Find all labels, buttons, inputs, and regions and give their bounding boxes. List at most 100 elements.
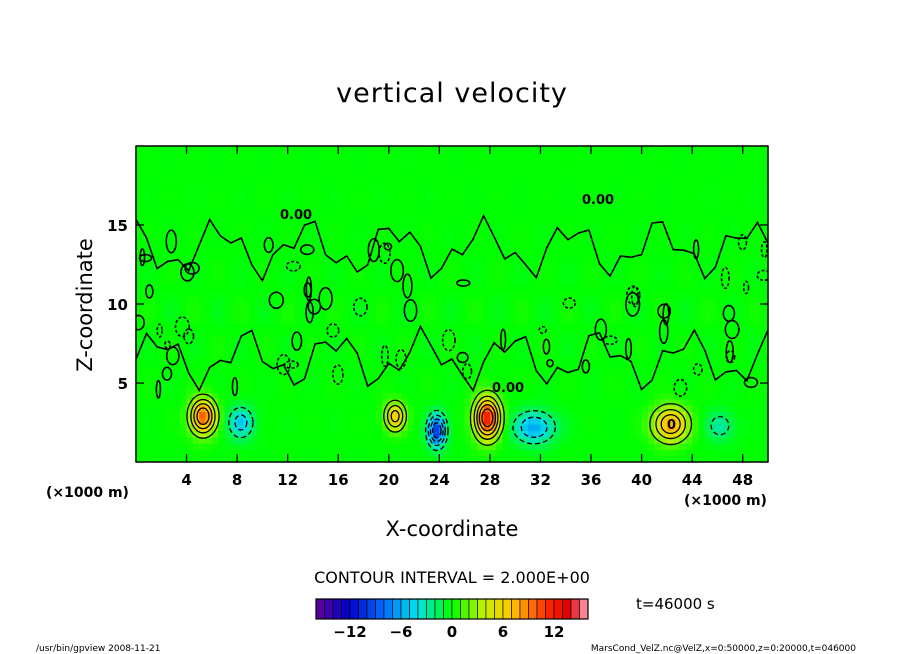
heatmap-cell xyxy=(730,285,737,292)
heatmap-cell xyxy=(224,272,232,280)
heatmap-cell xyxy=(388,310,396,318)
heatmap-cell xyxy=(546,247,554,255)
heatmap-cell xyxy=(363,234,371,242)
heatmap-cell xyxy=(565,392,573,400)
heatmap-cell xyxy=(458,177,466,185)
heatmap-cell xyxy=(230,190,238,198)
heatmap-cell xyxy=(584,411,592,419)
heatmap-cell xyxy=(742,341,750,349)
heatmap-cell xyxy=(470,335,478,343)
heatmap-cell xyxy=(445,329,453,337)
heatmap-cell xyxy=(331,449,339,457)
heatmap-cell xyxy=(433,291,440,299)
heatmap-cell xyxy=(603,316,611,324)
heatmap-cell xyxy=(382,455,390,462)
heatmap-cell xyxy=(357,367,365,375)
heatmap-cell xyxy=(338,285,346,292)
heatmap-cell xyxy=(338,430,346,438)
heatmap-cell xyxy=(685,228,693,236)
heatmap-cell xyxy=(742,386,750,394)
heatmap-cell xyxy=(616,310,624,318)
heatmap-cell xyxy=(527,240,535,248)
heatmap-cell xyxy=(180,234,188,242)
heatmap-cell xyxy=(161,183,169,191)
heatmap-cell xyxy=(357,240,365,248)
heatmap-cell xyxy=(376,259,384,267)
heatmap-cell xyxy=(489,183,497,191)
heatmap-cell xyxy=(199,183,207,191)
heatmap-cell xyxy=(559,291,567,299)
heatmap-cell xyxy=(685,164,693,172)
heatmap-cell xyxy=(388,234,396,242)
heatmap-cell xyxy=(281,183,289,191)
heatmap-cell xyxy=(363,259,371,267)
heatmap-cell xyxy=(306,455,314,462)
heatmap-cell xyxy=(407,411,415,419)
heatmap-cell xyxy=(452,221,459,229)
heatmap-cell xyxy=(692,240,700,248)
heatmap-cell xyxy=(344,424,352,431)
heatmap-cell xyxy=(369,266,377,273)
heatmap-cell xyxy=(407,392,415,400)
heatmap-cell xyxy=(275,443,282,450)
heatmap-cell xyxy=(420,158,428,166)
heatmap-cell xyxy=(515,177,523,185)
heatmap-cell xyxy=(565,430,573,438)
heatmap-cell xyxy=(262,373,270,381)
heatmap-cell xyxy=(439,146,447,153)
heatmap-cell xyxy=(742,455,750,462)
heatmap-cell xyxy=(452,259,459,267)
heatmap-cell xyxy=(502,196,510,204)
heatmap-cell xyxy=(496,329,504,337)
heatmap-cell xyxy=(540,190,548,198)
heatmap-cell xyxy=(237,430,245,438)
heatmap-cell xyxy=(628,455,636,462)
heatmap-cell xyxy=(610,285,617,292)
heatmap-cell xyxy=(363,297,371,305)
heatmap-cell xyxy=(591,183,598,191)
heatmap-cell xyxy=(325,398,333,406)
heatmap-cell xyxy=(723,386,731,394)
heatmap-cell xyxy=(603,310,611,318)
heatmap-cell xyxy=(521,272,529,280)
heatmap-cell xyxy=(420,234,428,242)
heatmap-cell xyxy=(464,177,472,185)
heatmap-cell xyxy=(205,228,213,236)
heatmap-cell xyxy=(572,329,579,337)
heatmap-cell xyxy=(685,259,693,267)
heatmap-cell xyxy=(515,386,523,394)
heatmap-cell xyxy=(685,152,693,160)
heatmap-cell xyxy=(401,392,409,400)
heatmap-cell xyxy=(647,266,655,273)
heatmap-cell xyxy=(199,253,207,261)
heatmap-cell xyxy=(591,455,598,462)
heatmap-cell xyxy=(584,455,592,462)
heatmap-cell xyxy=(723,443,731,450)
heatmap-cell xyxy=(483,202,491,210)
heatmap-cell xyxy=(376,234,384,242)
heatmap-cell xyxy=(711,190,719,198)
heatmap-cell xyxy=(673,278,681,286)
heatmap-cell xyxy=(527,430,535,438)
heatmap-cell xyxy=(312,196,320,204)
heatmap-cell xyxy=(180,266,188,273)
heatmap-cell xyxy=(357,215,365,223)
heatmap-cell xyxy=(654,171,662,179)
heatmap-cell xyxy=(464,234,472,242)
heatmap-cell xyxy=(287,373,295,381)
heatmap-cell xyxy=(755,316,763,324)
heatmap-cell xyxy=(591,209,598,217)
heatmap-cell xyxy=(749,247,756,255)
heatmap-cell xyxy=(755,310,763,318)
heatmap-cell xyxy=(553,455,561,462)
heatmap-cell xyxy=(287,247,295,255)
heatmap-cell xyxy=(154,398,162,406)
heatmap-cell xyxy=(218,322,226,330)
heatmap-cell xyxy=(306,449,314,457)
heatmap-cell xyxy=(319,316,327,324)
heatmap-cell xyxy=(654,221,662,229)
heatmap-cell xyxy=(546,430,554,438)
heatmap-cell xyxy=(338,348,346,356)
heatmap-cell xyxy=(483,316,491,324)
heatmap-cell xyxy=(597,392,605,400)
